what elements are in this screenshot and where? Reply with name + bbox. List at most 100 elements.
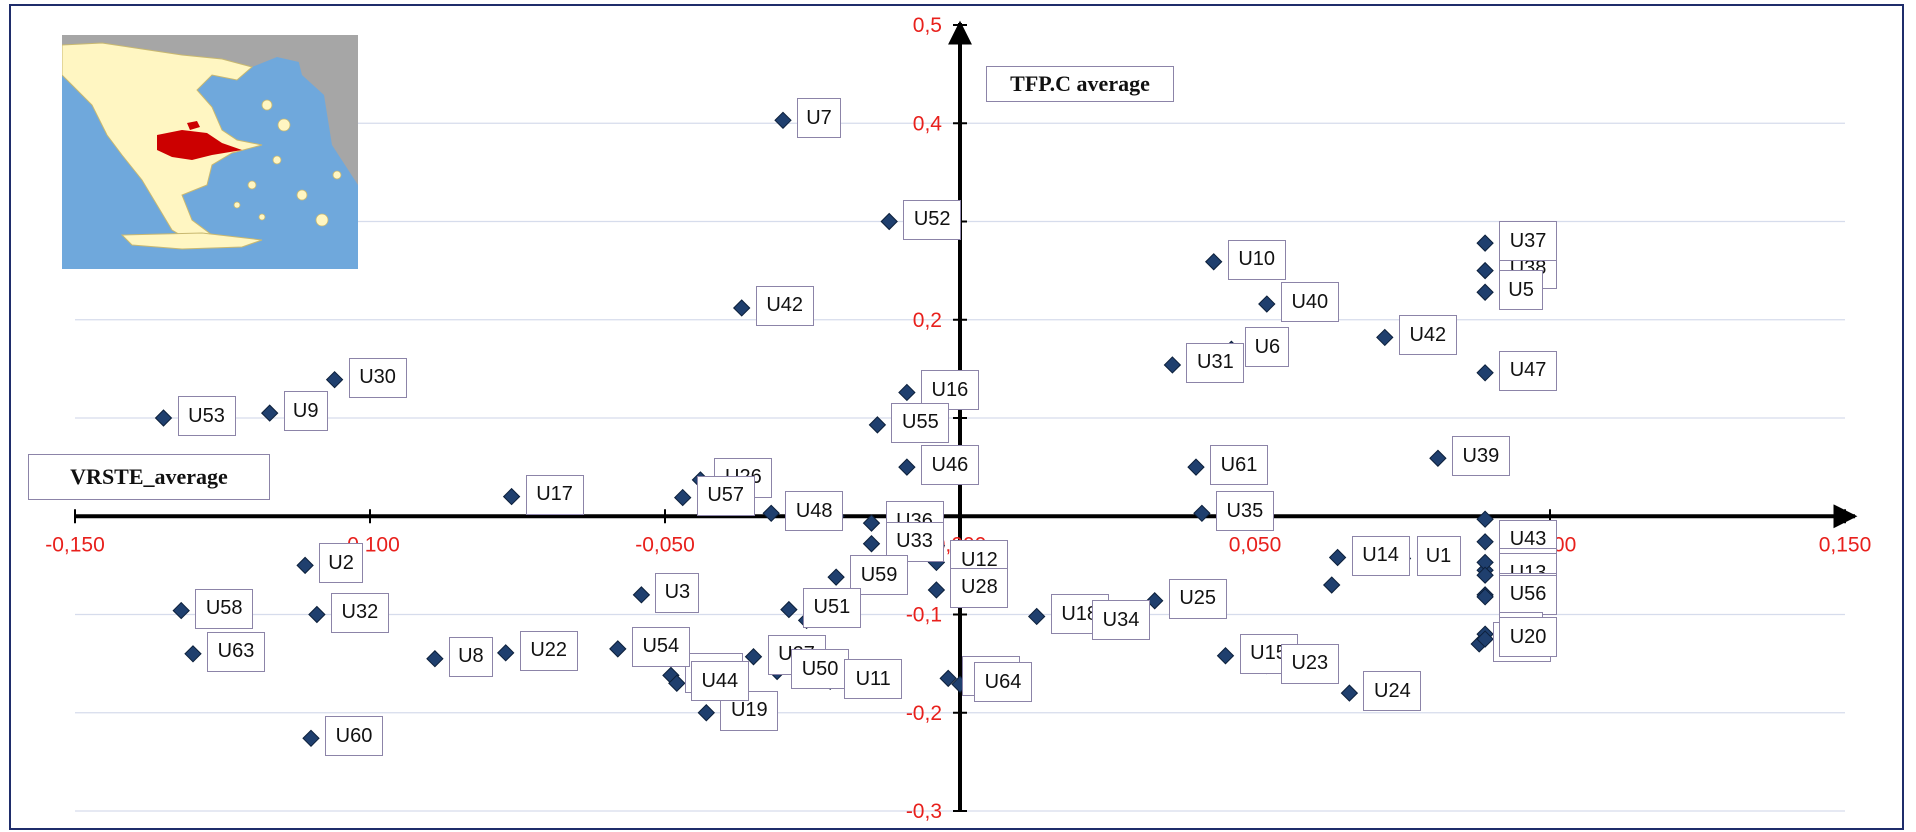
data-point <box>632 586 651 604</box>
data-point <box>744 648 763 666</box>
point-label: U24 <box>1363 671 1422 712</box>
data-point <box>296 556 314 575</box>
point-label: U14 <box>1351 535 1410 576</box>
point-label: U50 <box>791 649 850 690</box>
point-label: U48 <box>785 491 844 532</box>
point-label: U37 <box>1499 221 1558 262</box>
point-label: U42 <box>755 285 814 326</box>
data-point <box>1376 328 1394 347</box>
data-point <box>880 212 898 231</box>
data-point <box>1476 566 1494 584</box>
y-tick-label: -0,3 <box>906 800 942 823</box>
data-point <box>609 640 627 658</box>
data-point <box>668 674 686 692</box>
data-point <box>1322 576 1341 594</box>
y-tick-label: 0,2 <box>913 309 942 332</box>
data-point <box>673 488 692 507</box>
data-point <box>1216 647 1235 665</box>
data-point <box>496 644 515 662</box>
point-label: U5 <box>1499 270 1544 311</box>
point-label: U64 <box>974 662 1032 703</box>
data-point <box>774 111 792 130</box>
data-point <box>1476 510 1494 528</box>
data-point <box>927 581 946 599</box>
point-label: U46 <box>920 445 979 486</box>
point-label: U23 <box>1280 643 1339 684</box>
data-point <box>1476 364 1494 382</box>
data-point <box>1429 449 1447 467</box>
point-label: U63 <box>207 631 265 672</box>
data-point <box>1258 295 1276 313</box>
data-point <box>1187 458 1205 476</box>
point-label: U39 <box>1451 436 1510 477</box>
data-point <box>184 645 202 663</box>
data-point <box>1476 261 1494 280</box>
point-label: U61 <box>1210 445 1268 486</box>
data-point <box>898 383 916 402</box>
point-label: U56 <box>1499 574 1558 615</box>
y-tick-label: 0,4 <box>913 112 943 135</box>
point-label: U44 <box>690 661 749 702</box>
point-label: U25 <box>1168 578 1227 619</box>
data-point <box>154 409 173 427</box>
point-label: U60 <box>325 716 383 757</box>
point-label: U2 <box>319 543 364 584</box>
x-tick-label: -0,150 <box>45 533 105 556</box>
data-point <box>762 504 780 523</box>
point-label: U58 <box>195 588 254 629</box>
data-point <box>1193 504 1211 523</box>
data-point <box>1204 253 1223 271</box>
data-point <box>260 404 279 422</box>
data-point <box>939 669 957 688</box>
y-tick-label: -0,1 <box>906 604 942 627</box>
x-axis-title: VRSTE_average <box>28 454 270 500</box>
point-label: U57 <box>696 475 755 516</box>
y-axis-title: TFP.C average <box>986 66 1174 102</box>
data-point <box>862 535 881 553</box>
point-label: U33 <box>885 521 944 562</box>
data-point <box>898 458 916 476</box>
data-point <box>1476 630 1494 648</box>
x-tick-label: 0,050 <box>1229 533 1282 556</box>
x-tick-label: -0,050 <box>635 533 695 556</box>
data-point <box>1027 607 1046 626</box>
data-point <box>302 729 320 748</box>
data-point <box>1145 592 1164 610</box>
y-tick-label: -0,2 <box>906 702 942 725</box>
point-label: U55 <box>891 402 950 443</box>
greece-map-inset <box>62 35 358 269</box>
point-label: U3 <box>655 572 700 613</box>
point-label: U47 <box>1499 350 1558 391</box>
point-label: U17 <box>525 474 584 515</box>
data-point <box>1328 548 1347 567</box>
point-label: U40 <box>1280 282 1339 323</box>
point-label: U9 <box>283 391 328 432</box>
data-point <box>325 370 344 389</box>
x-tick-label: 0,150 <box>1819 533 1872 556</box>
y-tick-label: 0,5 <box>913 14 942 37</box>
point-label: U22 <box>519 630 578 671</box>
data-point <box>308 605 326 624</box>
point-label: U31 <box>1186 342 1245 383</box>
point-label: U59 <box>850 555 909 596</box>
data-point <box>1476 283 1494 301</box>
chart-frame <box>9 4 1904 830</box>
point-label: U20 <box>1499 617 1558 658</box>
point-label: U1 <box>1416 536 1461 577</box>
data-point <box>827 568 845 586</box>
data-point <box>780 600 798 619</box>
point-label: U10 <box>1227 239 1286 280</box>
data-point <box>426 650 444 668</box>
point-label: U11 <box>844 659 903 700</box>
data-point <box>502 487 521 506</box>
data-point <box>1340 684 1359 702</box>
data-point <box>862 514 881 532</box>
point-label: U8 <box>448 636 493 677</box>
data-point <box>1476 533 1494 551</box>
point-label: U52 <box>903 199 962 240</box>
point-label: U6 <box>1245 327 1290 368</box>
data-point <box>1163 356 1182 374</box>
point-label: U30 <box>348 357 407 398</box>
data-point <box>868 416 887 434</box>
data-point <box>172 601 190 620</box>
